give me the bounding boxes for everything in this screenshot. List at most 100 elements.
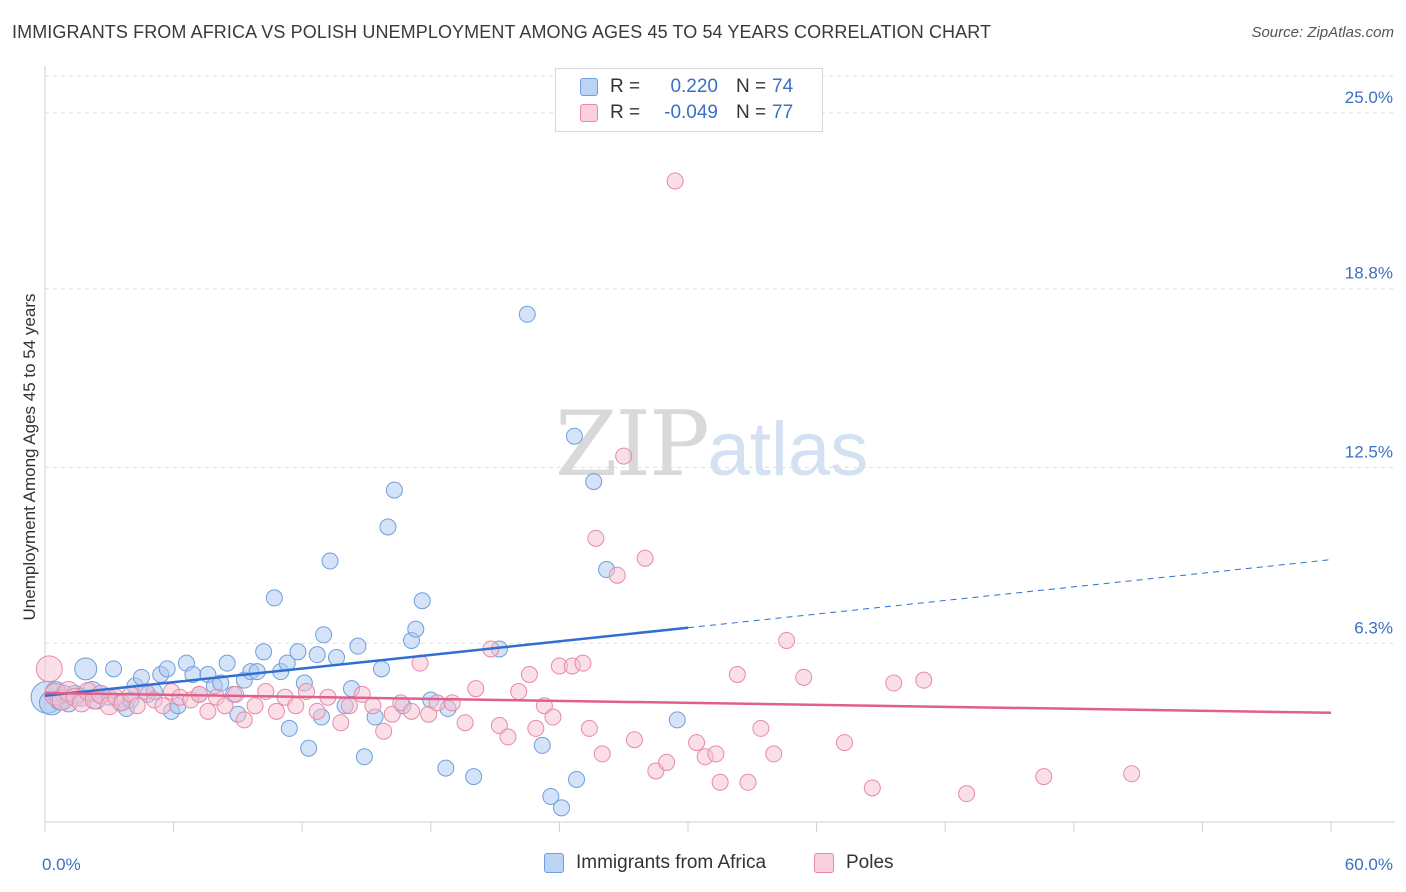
data-point-immigrants-from-africa (321, 552, 339, 570)
data-point-poles (443, 694, 461, 712)
data-point-poles (216, 697, 234, 715)
legend-row-poles: R = -0.049 N = 77 (580, 100, 793, 126)
data-point-poles (332, 714, 350, 732)
data-point-immigrants-from-africa (355, 748, 373, 766)
data-point-immigrants-from-africa (585, 473, 603, 491)
data-point-immigrants-from-africa (379, 518, 397, 536)
trend-line-immigrants-from-africa (44, 626, 689, 698)
data-point-immigrants-from-africa (105, 660, 123, 678)
legend-row-immigrants-from-africa: R = 0.220 N = 74 (580, 74, 793, 100)
data-point-immigrants-from-africa (308, 646, 326, 664)
data-point-poles (835, 734, 853, 752)
data-point-immigrants-from-africa (533, 736, 551, 754)
data-point-immigrants-from-africa (289, 643, 307, 661)
data-point-poles (580, 719, 598, 737)
data-point-poles (428, 694, 446, 712)
data-point-poles (707, 745, 725, 763)
correlation-legend: R = 0.220 N = 74 R = -0.049 N = 77 (555, 68, 823, 132)
data-point-immigrants-from-africa (518, 305, 536, 323)
data-point-poles (615, 447, 633, 465)
legend-label: Poles (846, 852, 894, 873)
legend-n-label: N = (736, 76, 767, 97)
data-point-poles (863, 779, 881, 797)
data-point-immigrants-from-africa (565, 427, 583, 445)
trend-lines (44, 559, 1332, 715)
data-point-poles (35, 655, 63, 683)
data-point-poles (154, 697, 172, 715)
chart-title: IMMIGRANTS FROM AFRICA VS POLISH UNEMPLO… (12, 22, 992, 42)
data-point-poles (765, 745, 783, 763)
data-point-poles (1035, 768, 1053, 786)
data-point-immigrants-from-africa (265, 589, 283, 607)
data-point-poles (403, 702, 421, 720)
data-point-poles (688, 734, 706, 752)
data-point-poles (340, 697, 358, 715)
data-point-poles (885, 674, 903, 692)
data-point-poles (636, 549, 654, 567)
data-point-immigrants-from-africa (385, 481, 403, 499)
data-point-poles (527, 719, 545, 737)
legend-label: Immigrants from Africa (576, 852, 767, 873)
y-tick-label: 12.5% (1345, 442, 1393, 461)
data-point-immigrants-from-africa (158, 660, 176, 678)
y-axis-label: Unemployment Among Ages 45 to 54 years (20, 293, 39, 621)
data-point-poles (383, 705, 401, 723)
data-point-poles (608, 566, 626, 584)
data-point-poles (915, 671, 933, 689)
data-point-poles (1123, 765, 1141, 783)
data-point-immigrants-from-africa (74, 657, 98, 681)
data-point-poles (658, 753, 676, 771)
data-point-poles (587, 529, 605, 547)
data-point-poles (544, 708, 562, 726)
data-point-poles (593, 745, 611, 763)
x-tick-label: 0.0% (42, 855, 81, 874)
legend-r-label: R = (610, 102, 641, 123)
legend-n-value: 77 (772, 102, 794, 123)
y-tick-label: 18.8% (1345, 264, 1393, 283)
trend-extension-immigrants-from-africa (687, 559, 1332, 629)
data-point-immigrants-from-africa (568, 770, 586, 788)
legend-r-label: R = (610, 76, 641, 97)
grid-lines (45, 75, 1395, 644)
series-legend: Immigrants from Africa Poles (0, 852, 1406, 878)
data-point-immigrants-from-africa (413, 592, 431, 610)
legend-item-poles[interactable]: Poles (814, 852, 894, 874)
data-point-poles (795, 668, 813, 686)
legend-r-value: -0.049 (664, 102, 718, 123)
data-point-poles (467, 680, 485, 698)
data-point-poles (739, 773, 757, 791)
legend-swatch-pink (814, 853, 834, 873)
data-point-poles (711, 773, 729, 791)
data-point-immigrants-from-africa (349, 637, 367, 655)
legend-n-value: 74 (772, 76, 794, 97)
data-point-poles (199, 702, 217, 720)
y-tick-label: 6.3% (1354, 618, 1393, 637)
data-point-poles (375, 722, 393, 740)
legend-swatch-blue (580, 78, 598, 96)
watermark: ZIPatlas (555, 400, 868, 490)
watermark-zip: ZIP (555, 392, 710, 497)
trend-line-poles (44, 691, 1332, 715)
watermark-atlas: atlas (707, 407, 869, 492)
data-point-poles (235, 711, 253, 729)
legend-r-value: 0.220 (670, 76, 718, 97)
data-point-poles (574, 654, 592, 672)
series-immigrants-from-africa-points (30, 305, 686, 817)
data-point-poles (666, 172, 684, 190)
legend-swatch-pink (580, 104, 598, 122)
data-point-poles (456, 714, 474, 732)
legend-n-label: N = (736, 102, 767, 123)
data-point-poles (308, 702, 326, 720)
data-point-immigrants-from-africa (542, 787, 560, 805)
data-point-immigrants-from-africa (373, 660, 391, 678)
data-point-poles (520, 666, 538, 684)
legend-item-immigrants-from-africa[interactable]: Immigrants from Africa (544, 852, 766, 874)
data-point-poles (267, 702, 285, 720)
data-point-poles (227, 685, 245, 703)
tick-labels: 6.3% 12.5% 18.8% 25.0% 0.0% 60.0% (42, 88, 1393, 874)
data-point-poles (510, 683, 528, 701)
data-point-poles (420, 705, 438, 723)
data-point-immigrants-from-africa (300, 739, 318, 757)
data-point-poles (364, 697, 382, 715)
